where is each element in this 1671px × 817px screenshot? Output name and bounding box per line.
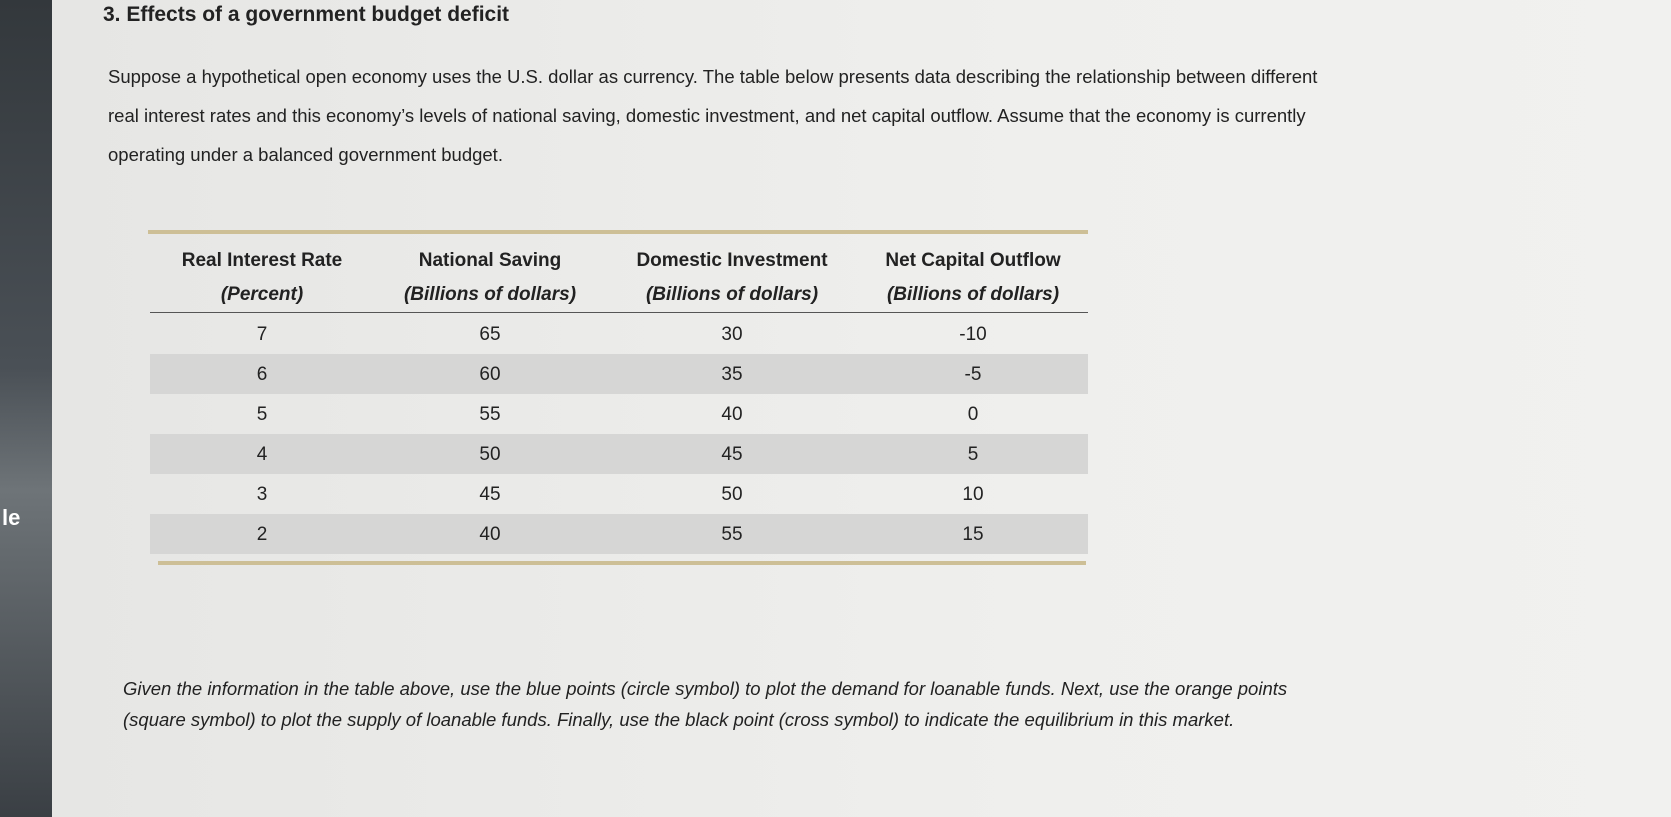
table-cell: -10 — [959, 324, 987, 345]
table-cell: 2 — [256, 524, 268, 545]
table-cell: 50 — [721, 484, 743, 505]
table-cell: 30 — [721, 324, 743, 345]
column-name: National Saving — [418, 250, 562, 271]
table-bottom-rule — [158, 561, 1086, 565]
table-cell: 15 — [962, 524, 984, 545]
header-rule — [150, 312, 1088, 313]
row-band — [150, 514, 1088, 554]
column-name: Domestic Investment — [636, 250, 828, 271]
table-cell: 45 — [721, 444, 743, 465]
table-cell: 45 — [479, 484, 501, 505]
instruction-line: Given the information in the table above… — [123, 678, 1288, 699]
table-cell: 50 — [479, 444, 501, 465]
sidebar-label: le — [2, 505, 21, 530]
column-name: Net Capital Outflow — [885, 250, 1061, 271]
table-cell: 40 — [721, 404, 743, 425]
intro-line: Suppose a hypothetical open economy uses… — [108, 66, 1318, 87]
instruction-line: (square symbol) to plot the supply of lo… — [123, 709, 1235, 730]
column-unit: (Billions of dollars) — [645, 284, 819, 305]
table-cell: -5 — [964, 364, 982, 385]
row-band — [150, 354, 1088, 394]
table-cell: 3 — [256, 484, 268, 505]
table-cell: 55 — [479, 404, 501, 425]
table-cell: 60 — [479, 364, 501, 385]
table-cell: 6 — [256, 364, 268, 385]
table-cell: 7 — [256, 324, 268, 345]
row-band — [150, 434, 1088, 474]
table-cell: 35 — [721, 364, 743, 385]
table-cell: 10 — [962, 484, 984, 505]
table-cell: 5 — [256, 404, 268, 425]
sidebar: le — [0, 0, 52, 817]
table-cell: 40 — [479, 524, 501, 545]
column-unit: (Billions of dollars) — [403, 284, 577, 305]
table-top-rule — [148, 230, 1088, 234]
column-name: Real Interest Rate — [181, 250, 343, 271]
column-unit: (Billions of dollars) — [886, 284, 1060, 305]
table-cell: 5 — [967, 444, 979, 465]
intro-line: operating under a balanced government bu… — [108, 144, 503, 165]
column-unit: (Percent) — [220, 284, 304, 305]
intro-line: real interest rates and this economy’s l… — [108, 105, 1306, 126]
table-cell: 4 — [256, 444, 268, 465]
table-cell: 65 — [479, 324, 501, 345]
page: 3. Effects of a government budget defici… — [52, 0, 1671, 817]
table-cell: 55 — [721, 524, 743, 545]
table-cell: 0 — [967, 404, 979, 425]
question-title: 3. Effects of a government budget defici… — [103, 3, 510, 26]
